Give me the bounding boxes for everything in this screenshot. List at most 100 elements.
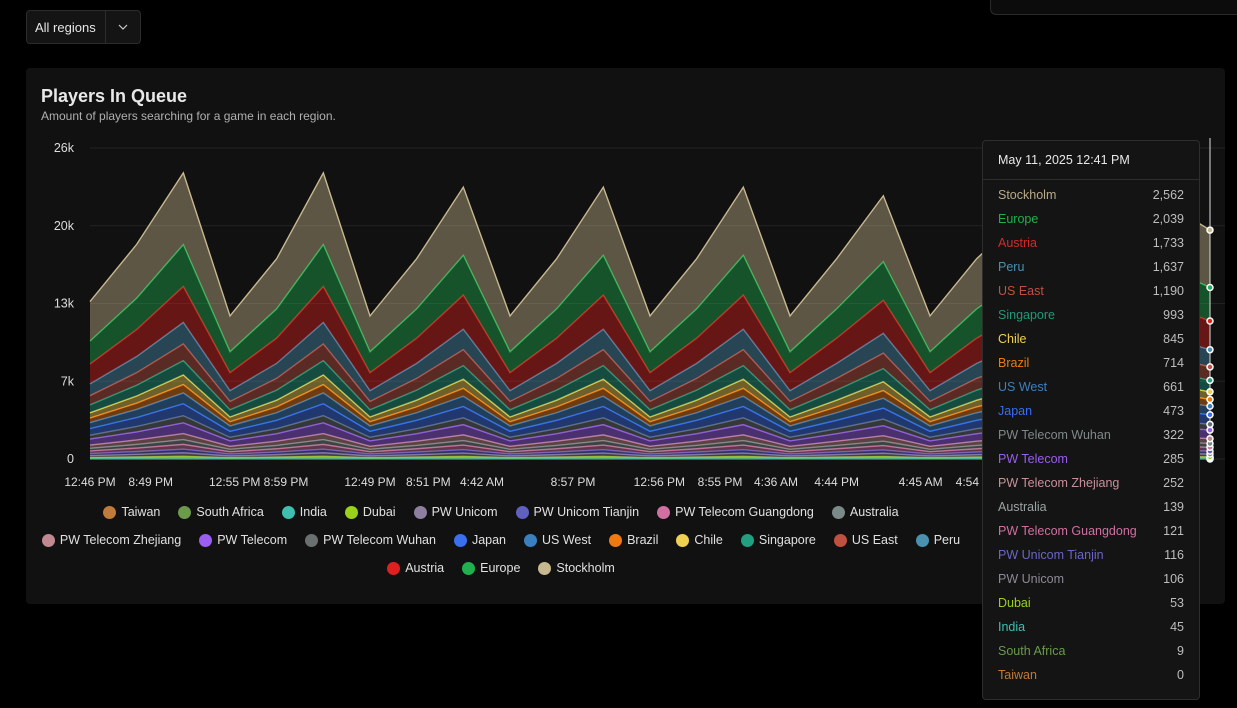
tooltip-series-value: 2,039 — [1152, 212, 1184, 226]
tooltip-row: Brazil 714 — [983, 351, 1199, 375]
legend-swatch-icon — [538, 561, 552, 575]
x-tick-label: 12:55 PM — [209, 475, 260, 489]
tooltip-series-value: 121 — [1163, 524, 1184, 538]
chevron-down-icon[interactable] — [106, 24, 140, 30]
legend-item[interactable]: US West — [524, 532, 591, 548]
legend-label: PW Telecom — [217, 533, 288, 547]
legend-label: Taiwan — [121, 505, 161, 519]
tooltip-row: India 45 — [983, 615, 1199, 639]
legend-item[interactable]: Brazil — [609, 532, 658, 548]
tooltip-series-name: Japan — [998, 404, 1033, 418]
hover-point — [1206, 376, 1214, 385]
hover-point — [1206, 283, 1214, 292]
tooltip-row: Chile 845 — [983, 327, 1199, 351]
legend-swatch-icon — [609, 533, 623, 547]
legend-swatch-icon — [831, 505, 845, 519]
legend-item[interactable]: Austria — [387, 560, 444, 576]
legend-swatch-icon — [41, 533, 55, 547]
tooltip-series-name: PW Unicom — [998, 572, 1064, 586]
legend-item[interactable]: PW Telecom Guangdong — [657, 504, 814, 520]
chart-legend: Taiwan South Africa India Dubai PW Unicom PW … — [36, 504, 966, 576]
hover-point — [1206, 345, 1214, 354]
x-tick-label: 12:46 PM — [64, 475, 115, 489]
legend-item[interactable]: PW Unicom Tianjin — [515, 504, 639, 520]
legend-item[interactable]: Dubai — [344, 504, 396, 520]
legend-swatch-icon — [305, 533, 319, 547]
tooltip-series-name: PW Telecom Zhejiang — [998, 476, 1120, 490]
legend-item[interactable]: PW Telecom Zhejiang — [41, 532, 181, 548]
legend-item[interactable]: South Africa — [178, 504, 264, 520]
region-filter-dropdown[interactable]: All regions — [26, 10, 141, 44]
legend-label: South Africa — [196, 505, 264, 519]
tooltip-series-name: Austria — [998, 236, 1037, 250]
x-tick-label: 4:42 AM — [460, 475, 504, 489]
legend-item[interactable]: Stockholm — [538, 560, 615, 576]
hover-point — [1206, 388, 1214, 396]
tooltip-series-value: 116 — [1164, 548, 1184, 562]
tooltip-series-value: 1,637 — [1152, 260, 1184, 274]
legend-item[interactable]: Chile — [676, 532, 723, 548]
legend-item[interactable]: Japan — [453, 532, 506, 548]
tooltip-series-value: 0 — [1177, 668, 1184, 682]
legend-item[interactable]: PW Telecom Wuhan — [305, 532, 436, 548]
legend-label: Stockholm — [556, 561, 615, 575]
tooltip-row: Singapore 993 — [983, 303, 1199, 327]
region-filter-label: All regions — [27, 11, 106, 43]
tooltip-series-name: Stockholm — [998, 188, 1057, 202]
legend-item[interactable]: Australia — [831, 504, 899, 520]
legend-label: PW Telecom Guangdong — [675, 505, 814, 519]
tooltip-series-name: Dubai — [998, 596, 1031, 610]
hover-point — [1206, 395, 1214, 404]
chart-title: Players In Queue — [41, 86, 188, 106]
tooltip-series-value: 285 — [1163, 452, 1184, 466]
tooltip-series-value: 139 — [1163, 500, 1184, 514]
legend-label: Peru — [933, 533, 961, 547]
legend-item[interactable]: PW Telecom — [199, 532, 287, 548]
tooltip-row: PW Unicom 106 — [983, 567, 1199, 591]
x-tick-label: 4:45 AM — [899, 475, 943, 489]
tooltip-series-value: 473 — [1163, 404, 1184, 418]
tooltip-series-value: 322 — [1163, 428, 1184, 442]
tooltip-series-value: 106 — [1163, 572, 1184, 586]
tooltip-series-name: Peru — [998, 260, 1025, 274]
legend-item[interactable]: India — [281, 504, 327, 520]
tooltip-row: US East 1,190 — [983, 279, 1199, 303]
tooltip-row: PW Unicom Tianjin 116 — [983, 543, 1199, 567]
legend-swatch-icon — [676, 533, 690, 547]
legend-swatch-icon — [453, 533, 467, 547]
y-tick-label: 0 — [67, 452, 74, 466]
hover-point — [1206, 420, 1214, 429]
legend-swatch-icon — [833, 533, 847, 547]
legend-swatch-icon — [281, 505, 295, 519]
tooltip-series-name: US West — [998, 380, 1048, 394]
x-tick-label: 4:44 PM — [814, 475, 859, 489]
legend-item[interactable]: Europe — [462, 560, 520, 576]
top-panel-edge — [990, 0, 1237, 15]
tooltip-series-name: PW Telecom Wuhan — [998, 428, 1111, 442]
x-tick-label: 8:51 PM — [406, 475, 451, 489]
tooltip-time: May 11, 2025 12:41 PM — [983, 141, 1199, 180]
legend-label: Australia — [849, 505, 899, 519]
legend-swatch-icon — [387, 561, 401, 575]
legend-item[interactable]: Taiwan — [103, 504, 160, 520]
tooltip-series-value: 9 — [1177, 644, 1184, 658]
hover-point — [1206, 317, 1214, 325]
tooltip-series-name: Brazil — [998, 356, 1030, 370]
legend-item[interactable]: US East — [833, 532, 898, 548]
tooltip-series-value: 714 — [1163, 356, 1184, 370]
legend-item[interactable]: Singapore — [740, 532, 816, 548]
tooltip-series-name: Europe — [998, 212, 1039, 226]
tooltip-series-name: Chile — [998, 332, 1027, 346]
tooltip-row: Taiwan 0 — [983, 663, 1199, 687]
legend-label: India — [299, 505, 327, 519]
legend-swatch-icon — [178, 505, 192, 519]
legend-swatch-icon — [462, 561, 476, 575]
legend-item[interactable]: Peru — [915, 532, 961, 548]
legend-item[interactable]: PW Unicom — [413, 504, 498, 520]
legend-label: PW Telecom Wuhan — [323, 533, 436, 547]
tooltip-row: South Africa 9 — [983, 639, 1199, 663]
tooltip-row: Australia 139 — [983, 495, 1199, 519]
legend-label: Japan — [471, 533, 506, 547]
tooltip-series-name: Taiwan — [998, 668, 1037, 682]
legend-label: Chile — [694, 533, 723, 547]
